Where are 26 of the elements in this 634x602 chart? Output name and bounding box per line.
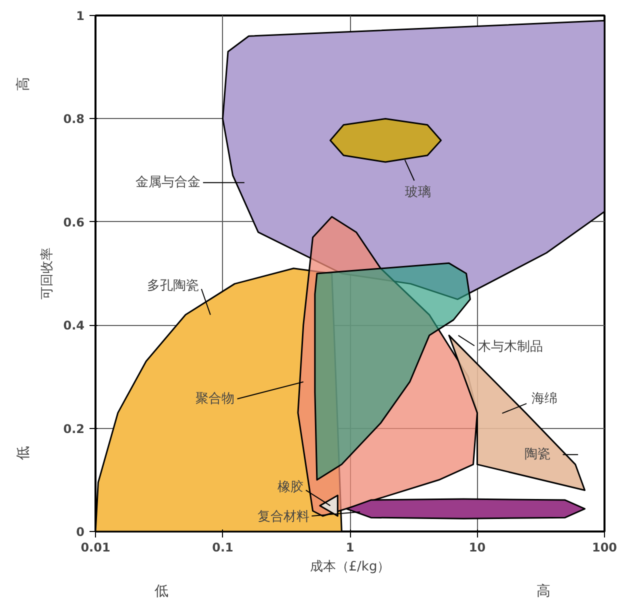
y-tick-label: 0.4 — [63, 318, 85, 333]
y-axis-title: 可回收率 — [39, 248, 56, 300]
annotation: 陶瓷 — [524, 447, 551, 462]
annotation: 玻璃 — [404, 184, 431, 200]
y-tick-label: 0 — [76, 525, 85, 539]
annotation: 多孔陶瓷 — [146, 278, 199, 294]
y-tick-label: 0.2 — [63, 422, 85, 436]
text: 高 — [16, 77, 32, 92]
text: 低 — [154, 584, 169, 600]
annotation: 聚合物 — [196, 391, 235, 406]
annotation: 木与木制品 — [478, 339, 543, 354]
text: 高 — [536, 584, 550, 600]
x-tick-label: 10 — [468, 540, 486, 554]
x-tick-label: 0.1 — [212, 540, 234, 554]
y-tick-label: 0.8 — [63, 112, 85, 126]
y-tick-label: 0.6 — [63, 215, 85, 230]
annotation: 海绵 — [532, 391, 558, 406]
x-tick-label: 100 — [592, 540, 618, 554]
x-tick-label: 0.01 — [80, 540, 110, 554]
y-tick-label: 1 — [76, 9, 85, 23]
annotation: 复合材料 — [257, 510, 310, 525]
x-axis-title: 成本（£/kg） — [310, 560, 390, 574]
annotation: 金属与合金 — [136, 175, 201, 190]
annotation: 橡胶 — [277, 480, 304, 496]
x-tick-label: 1 — [346, 540, 354, 554]
text: 低 — [16, 446, 32, 460]
